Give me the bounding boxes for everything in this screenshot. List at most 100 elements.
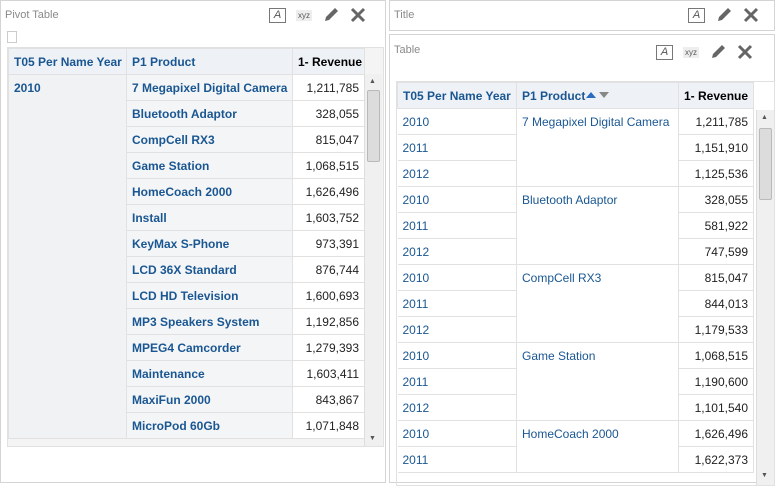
table-panel: Table A xyz T05 Per Name Year P1 Product… <box>389 34 775 486</box>
scroll-down[interactable]: ▼ <box>369 435 376 442</box>
revenue-cell: 1,101,540 <box>678 394 754 421</box>
revenue-cell: 747,599 <box>678 238 754 265</box>
year-cell: 2010 <box>8 74 127 439</box>
header-cell[interactable]: P1 Product <box>126 48 293 75</box>
format-icon[interactable]: A <box>688 7 705 23</box>
year-cell: 2012 <box>397 238 517 265</box>
revenue-cell: 876,744 <box>292 256 365 283</box>
collapse-toggle[interactable] <box>7 31 17 43</box>
scrollbar[interactable]: ▲ ▼ <box>364 74 382 446</box>
product-cell: MicroPod 60Gb <box>126 412 293 439</box>
revenue-cell: 843,867 <box>292 386 365 413</box>
header-cell[interactable]: T05 Per Name Year <box>8 48 127 75</box>
header-cell[interactable]: T05 Per Name Year <box>397 82 517 109</box>
year-cell: 2012 <box>397 394 517 421</box>
table-row: MPEG4 Camcorder 1,279,393 <box>9 334 365 361</box>
header-cell[interactable]: 1- Revenue <box>678 82 754 109</box>
data-table: T05 Per Name Year P1 Product 1- Revenue … <box>397 82 754 473</box>
revenue-cell: 815,047 <box>292 126 365 153</box>
revenue-cell: 1,603,752 <box>292 204 365 231</box>
panel-title: Title <box>394 9 415 21</box>
table-row: Install 1,603,752 <box>9 204 365 231</box>
header-text: P1 Product <box>522 88 586 103</box>
panel-title: Table <box>394 44 421 56</box>
revenue-cell: 973,391 <box>292 230 365 257</box>
table-row: 2011 1,622,373 <box>397 446 754 473</box>
table-row: 2010 7 Megapixel Digital Camera 1,211,785 <box>397 108 754 187</box>
year-cell: 2011 <box>397 368 517 395</box>
scroll-up[interactable]: ▲ <box>761 114 768 121</box>
product-cell: Bluetooth Adaptor <box>126 100 293 127</box>
rename-icon[interactable]: xyz <box>296 9 312 21</box>
table-row: 2010 Bluetooth Adaptor 328,055 <box>397 186 754 265</box>
scrollbar[interactable]: ▲ ▼ <box>756 110 774 485</box>
product-cell: HomeCoach 2000 <box>126 178 293 205</box>
revenue-cell: 1,068,515 <box>292 152 365 179</box>
scroll-up[interactable]: ▲ <box>369 78 376 85</box>
pivot-panel: Pivot Table A xyz T05 Per Name Year P1 P… <box>0 0 386 483</box>
close-icon[interactable] <box>350 7 366 23</box>
revenue-cell: 1,622,373 <box>678 446 754 473</box>
year-cell: 2012 <box>397 316 517 343</box>
revenue-cell: 815,047 <box>678 264 754 291</box>
edit-icon[interactable] <box>715 6 733 24</box>
revenue-cell: 1,192,856 <box>292 308 365 335</box>
table-row: LCD HD Television 1,600,693 <box>9 282 365 309</box>
table-row: 2011 1,190,600 <box>397 368 754 395</box>
table-row: 2010 CompCell RX3 815,047 <box>397 264 754 343</box>
format-icon[interactable]: A <box>656 44 673 60</box>
close-icon[interactable] <box>743 7 759 23</box>
year-cell: 2010 <box>397 342 517 369</box>
rename-icon[interactable]: xyz <box>683 46 699 58</box>
pivot-table-wrap: T05 Per Name Year P1 Product 1- Revenue … <box>7 47 384 447</box>
sort-icons[interactable] <box>585 90 611 100</box>
close-icon[interactable] <box>737 44 753 60</box>
revenue-cell: 328,055 <box>678 186 754 213</box>
revenue-cell: 1,151,910 <box>678 134 754 161</box>
toolbar: A <box>688 6 759 24</box>
product-cell: Maintenance <box>126 360 293 387</box>
table-row: Game Station 1,068,515 <box>9 152 365 179</box>
table-row: 2012 1,101,540 <box>397 394 754 421</box>
product-cell: LCD 36X Standard <box>126 256 293 283</box>
year-cell: 2011 <box>397 134 517 161</box>
panel-title: Pivot Table <box>5 9 59 21</box>
table-row: 2012 1,179,533 <box>397 316 754 343</box>
table-wrap: T05 Per Name Year P1 Product 1- Revenue … <box>396 81 775 486</box>
revenue-cell: 328,055 <box>292 100 365 127</box>
scroll-down[interactable]: ▼ <box>761 472 768 479</box>
header-cell[interactable]: P1 Product <box>516 82 679 109</box>
product-cell: MP3 Speakers System <box>126 308 293 335</box>
table-row: 2010 HomeCoach 2000 1,626,496 <box>397 420 754 473</box>
toolbar: A xyz <box>269 6 366 24</box>
header-cell[interactable]: 1- Revenue <box>292 48 365 75</box>
table-row: 2010 7 Megapixel Digital Camera 1,211,785 <box>8 74 365 439</box>
format-icon[interactable]: A <box>269 7 286 23</box>
product-cell: HomeCoach 2000 <box>516 420 679 473</box>
year-cell: 2011 <box>397 290 517 317</box>
table-row: LCD 36X Standard 876,744 <box>9 256 365 283</box>
product-cell: MaxiFun 2000 <box>126 386 293 413</box>
product-cell: 7 Megapixel Digital Camera <box>516 108 679 187</box>
product-cell: CompCell RX3 <box>516 264 679 343</box>
table-row: KeyMax S-Phone 973,391 <box>9 230 365 257</box>
year-cell: 2012 <box>397 160 517 187</box>
revenue-cell: 1,600,693 <box>292 282 365 309</box>
product-cell: MPEG4 Camcorder <box>126 334 293 361</box>
revenue-cell: 1,626,496 <box>292 178 365 205</box>
scroll-thumb[interactable] <box>367 90 380 162</box>
product-cell: LCD HD Television <box>126 282 293 309</box>
revenue-cell: 1,179,533 <box>678 316 754 343</box>
pivot-table: T05 Per Name Year P1 Product 1- Revenue … <box>8 48 365 439</box>
product-cell: Install <box>126 204 293 231</box>
edit-icon[interactable] <box>709 43 727 61</box>
toolbar: A xyz <box>656 43 753 61</box>
edit-icon[interactable] <box>322 6 340 24</box>
scroll-thumb[interactable] <box>759 128 772 200</box>
table-row: MaxiFun 2000 843,867 <box>9 386 365 413</box>
product-cell: 7 Megapixel Digital Camera <box>126 74 293 101</box>
revenue-cell: 844,013 <box>678 290 754 317</box>
year-cell: 2010 <box>397 186 517 213</box>
revenue-cell: 1,211,785 <box>678 108 754 135</box>
